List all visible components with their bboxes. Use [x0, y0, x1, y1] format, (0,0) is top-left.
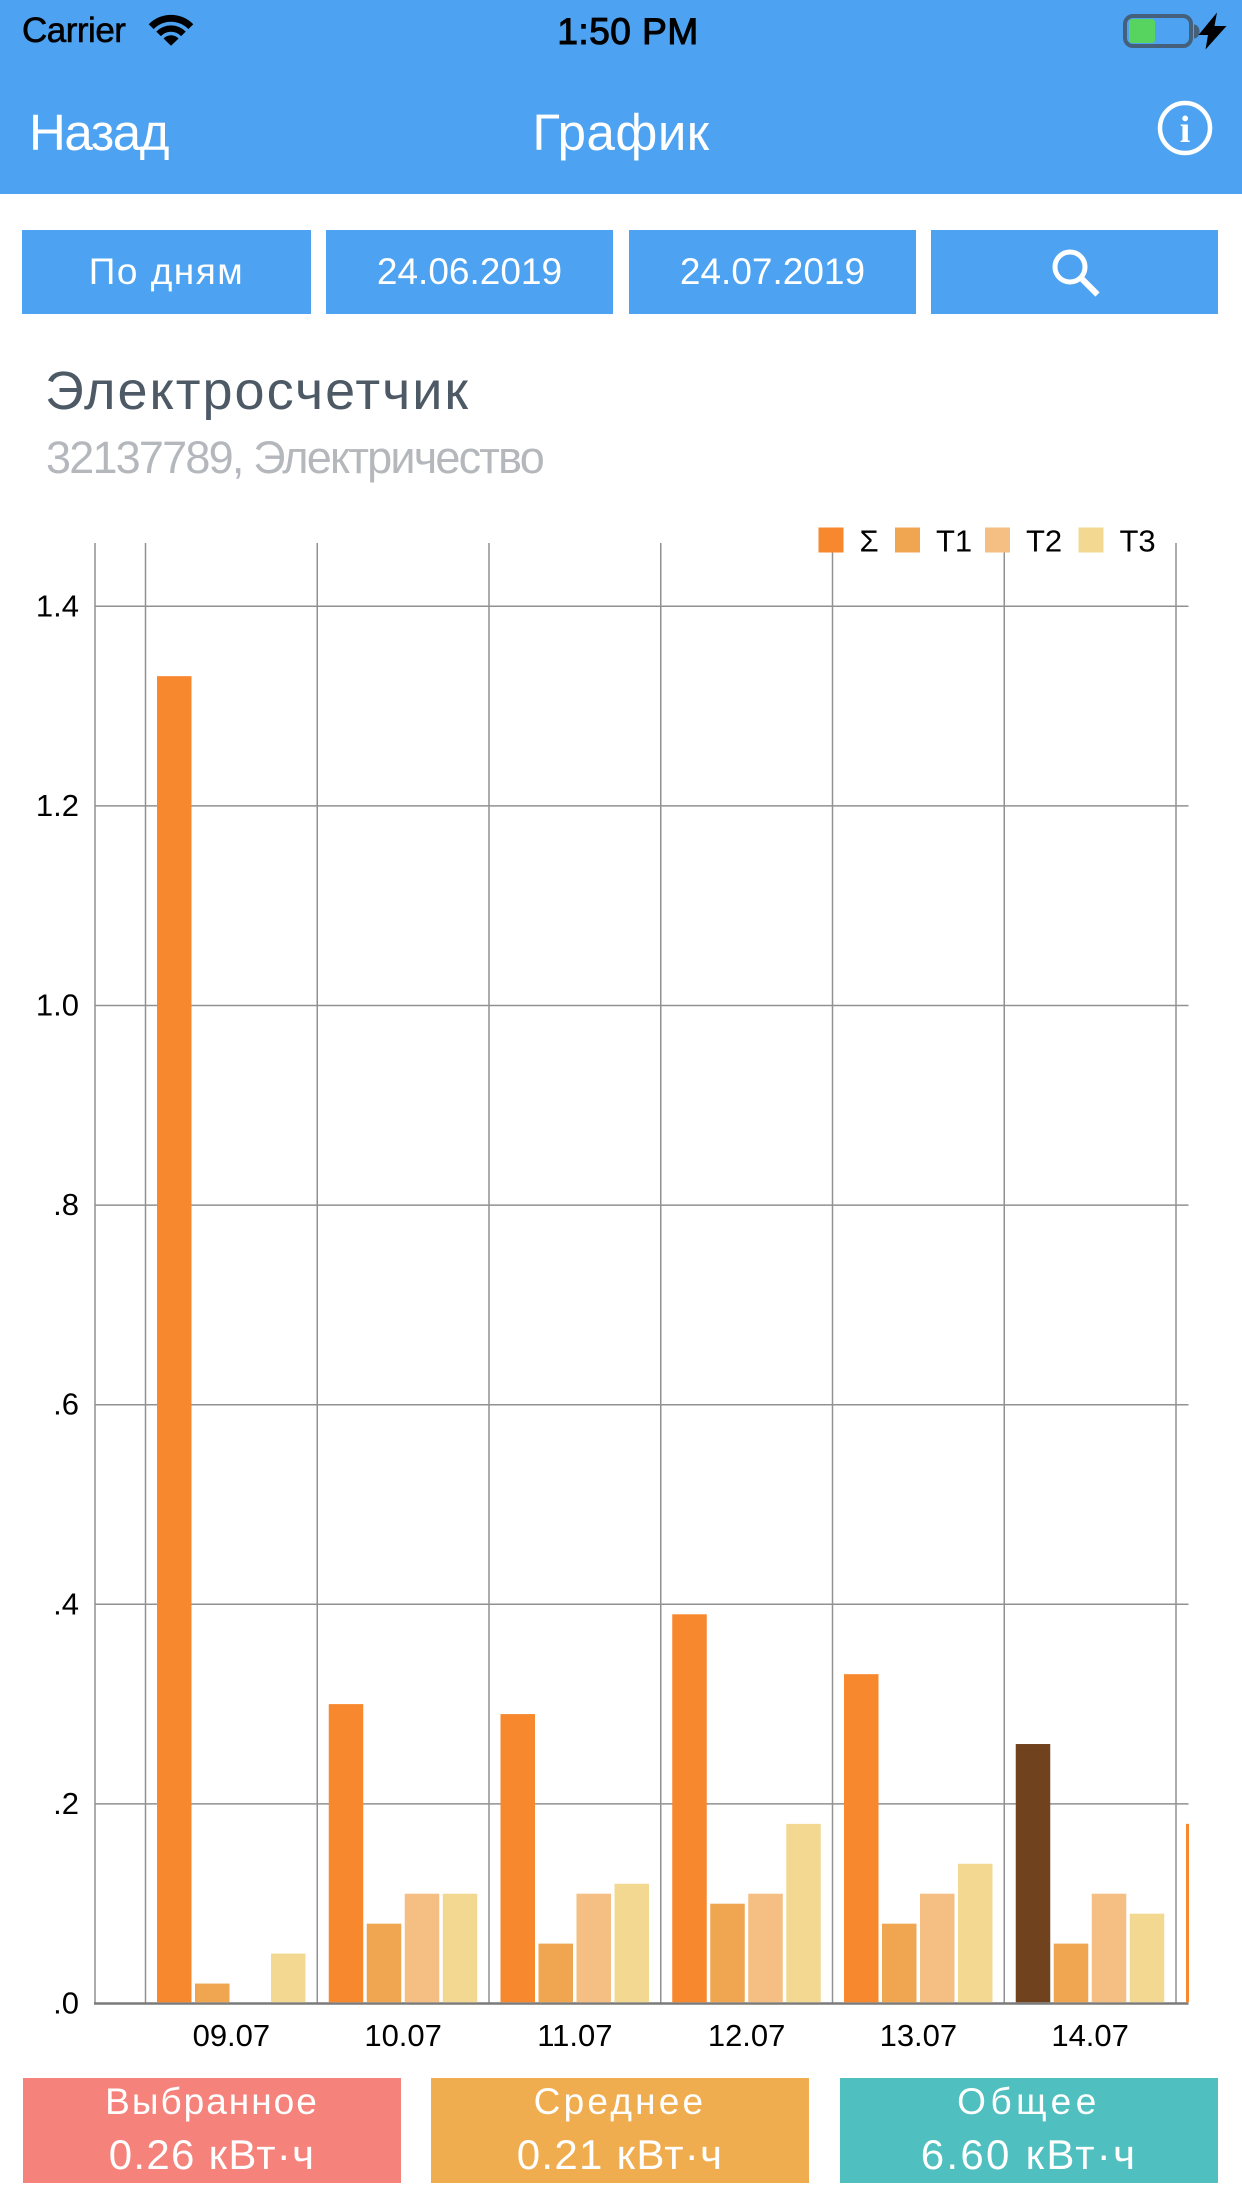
svg-text:T2: T2	[1026, 524, 1062, 559]
svg-text:.0: .0	[53, 1986, 79, 2021]
svg-text:14.07: 14.07	[1051, 2018, 1129, 2053]
svg-text:1.0: 1.0	[36, 988, 79, 1023]
svg-text:i: i	[1180, 109, 1191, 151]
svg-text:.8: .8	[53, 1187, 79, 1222]
svg-text:13.07: 13.07	[880, 2018, 958, 2053]
svg-text:T1: T1	[936, 524, 972, 559]
svg-text:1.2: 1.2	[36, 788, 79, 823]
svg-text:.6: .6	[53, 1387, 79, 1422]
svg-text:1.4: 1.4	[36, 588, 79, 623]
svg-text:T3: T3	[1120, 524, 1156, 559]
svg-text:09.07: 09.07	[193, 2018, 271, 2053]
svg-text:12.07: 12.07	[708, 2018, 786, 2053]
svg-text:10.07: 10.07	[364, 2018, 442, 2053]
svg-text:Σ: Σ	[860, 524, 879, 559]
svg-text:.4: .4	[53, 1586, 79, 1621]
svg-text:11.07: 11.07	[537, 2018, 612, 2053]
svg-text:.2: .2	[53, 1786, 79, 1821]
